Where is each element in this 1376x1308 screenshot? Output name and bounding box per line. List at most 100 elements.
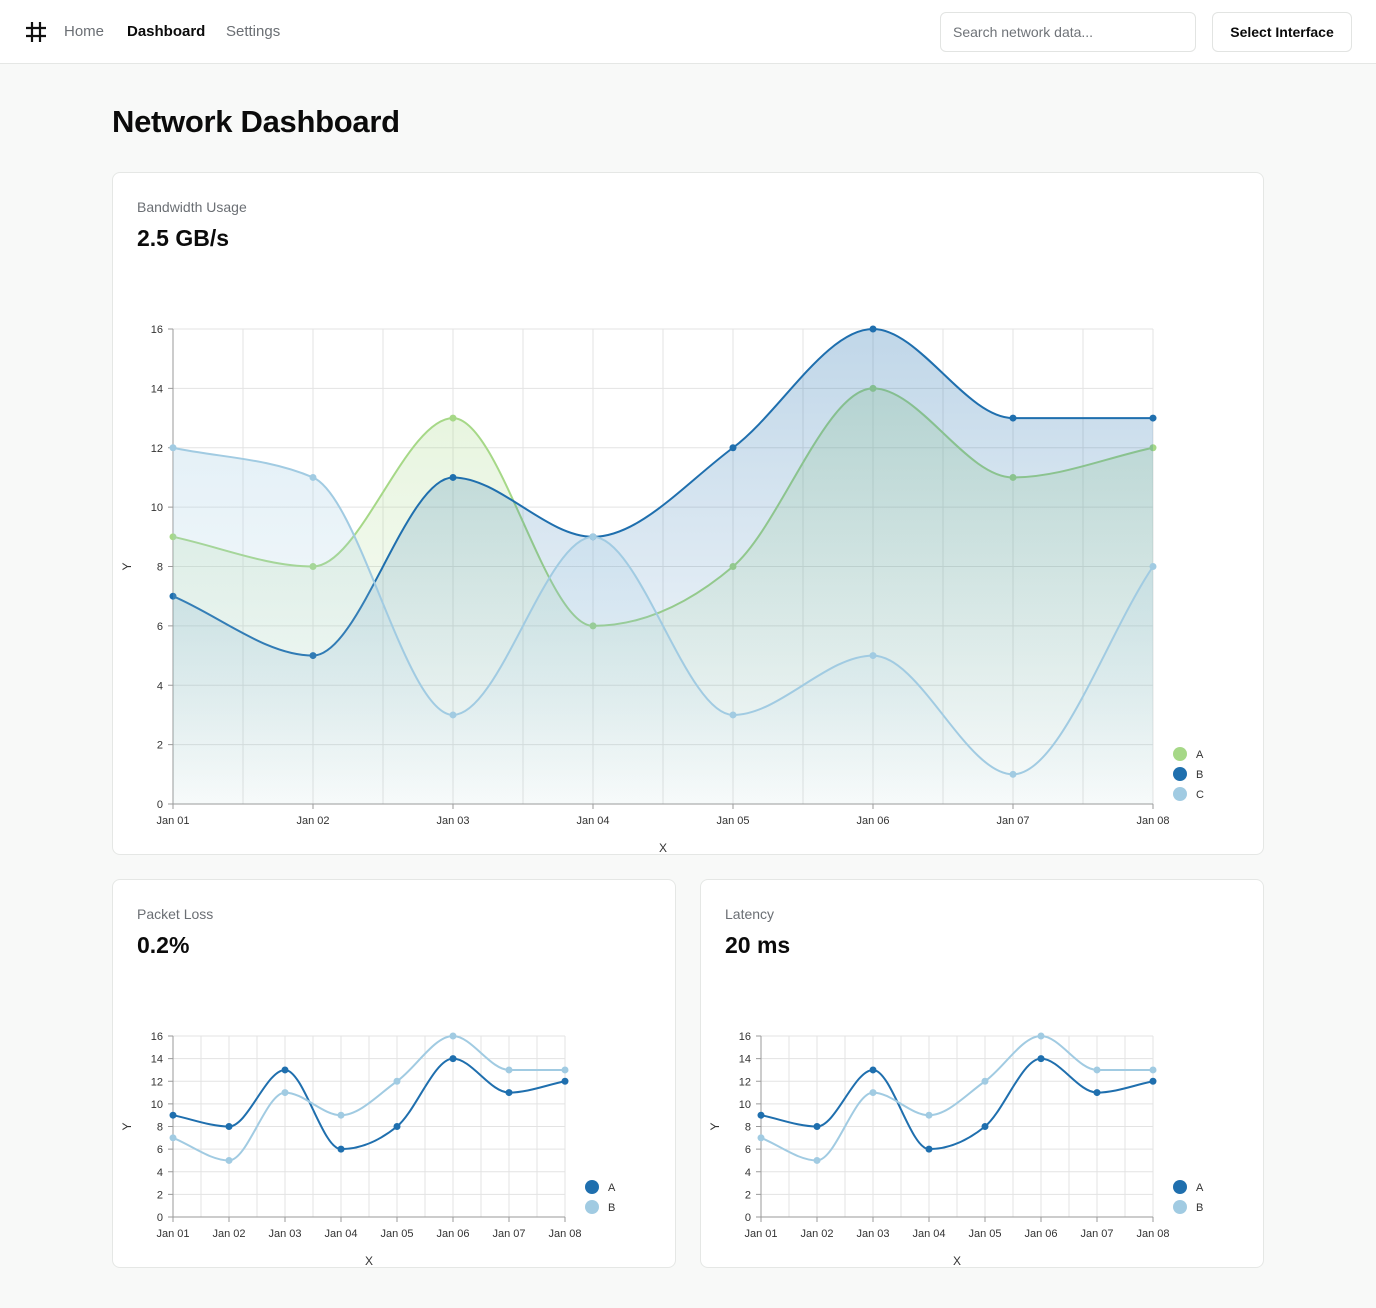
chart0-y-tick-label: 2 (157, 740, 163, 752)
top-navbar: Home Dashboard Settings Select Interface (0, 0, 1376, 64)
chart2-x-tick-label: Jan 07 (1080, 1228, 1113, 1240)
chart2-point-B (1037, 1032, 1045, 1040)
chart0-x-axis-label: X (659, 841, 667, 855)
chart1-legend-label-A: A (608, 1182, 616, 1194)
chart2-legend-marker-A (1173, 1180, 1187, 1194)
packet-loss-title: Packet Loss (137, 906, 214, 922)
chart1-y-tick-label: 14 (151, 1054, 163, 1066)
chart2-x-tick-label: Jan 08 (1136, 1228, 1169, 1240)
chart0-point-C (729, 711, 737, 719)
chart0-y-tick-label: 0 (157, 799, 163, 811)
chart2-point-A (981, 1123, 989, 1130)
chart2-y-tick-label: 2 (745, 1189, 751, 1201)
latency-card: Latency 20 ms 0 2 4 6 8 10 12 14 16 Jan 01 Jan 02 J… (700, 879, 1264, 1268)
chart2-x-tick-label: Jan 06 (1024, 1228, 1057, 1240)
chart2-grid (760, 1035, 1154, 1218)
bandwidth-card: Bandwidth Usage 2.5 GB/s 0 2 4 6 8 10 12 14 16 Ja… (112, 172, 1264, 855)
chart2-y-tick-label: 14 (739, 1054, 751, 1066)
chart1-legend-label-B: B (608, 1202, 615, 1214)
chart0-legend-label-A: A (1196, 749, 1204, 761)
chart1-point-B (337, 1111, 345, 1119)
bandwidth-value: 2.5 GB/s (137, 225, 230, 251)
chart2-point-A (1149, 1077, 1157, 1085)
chart0-x-tick-label: Jan 04 (576, 815, 609, 827)
chart0-x-tick-label: Jan 06 (856, 815, 889, 827)
nav-settings-link[interactable]: Settings (226, 23, 281, 40)
chart2-y-tick-label: 4 (745, 1167, 751, 1179)
chart1-point-A (393, 1123, 401, 1130)
chart2-point-B (813, 1156, 821, 1164)
latency-title: Latency (725, 906, 775, 922)
chart0-point-C (449, 711, 457, 719)
chart2-x-tick-label: Jan 05 (968, 1228, 1001, 1240)
chart2-legend-marker-B (1173, 1200, 1187, 1214)
chart1-point-B (449, 1032, 457, 1040)
latency-chart: 0 2 4 6 8 10 12 14 16 Jan 01 Jan 02 Jan 03 Jan 04 Jan… (708, 1031, 1204, 1268)
chart2-point-B (981, 1077, 989, 1085)
chart2-point-A (869, 1066, 877, 1074)
chart2-x-tick-label: Jan 04 (912, 1228, 945, 1240)
chart0-point-C (869, 652, 877, 660)
chart2-y-tick-label: 8 (745, 1122, 751, 1134)
nav-home-link[interactable]: Home (64, 23, 105, 40)
chart1-point-B (281, 1089, 289, 1097)
chart1-y-tick-label: 6 (157, 1144, 163, 1156)
chart2-y-tick-label: 6 (745, 1144, 751, 1156)
chart1-y-tick-label: 16 (151, 1031, 163, 1043)
chart1-grid (172, 1035, 566, 1218)
chart2-point-B (1093, 1066, 1101, 1074)
chart2-point-A (925, 1145, 933, 1153)
latency-value: 20 ms (725, 932, 791, 958)
chart0-line-C (172, 446, 1154, 776)
chart0-point-A (449, 414, 457, 422)
chart1-point-A (449, 1055, 457, 1063)
chart1-point-A (561, 1077, 569, 1085)
search-input[interactable] (940, 12, 1196, 52)
chart2-x-tick-label: Jan 03 (856, 1228, 889, 1240)
packet-loss-value: 0.2% (137, 932, 190, 958)
chart0-point-B (1009, 414, 1017, 422)
chart0-point-C (1149, 563, 1157, 570)
chart1-y-tick-label: 2 (157, 1189, 163, 1201)
chart1-x-tick-label: Jan 07 (492, 1228, 525, 1240)
chart0-x-tick-label: Jan 05 (716, 815, 749, 827)
chart0-legend-marker-B (1173, 767, 1187, 781)
chart1-y-tick-label: 8 (157, 1122, 163, 1134)
chart1-y-tick-label: 12 (151, 1076, 163, 1088)
chart1-x-tick-label: Jan 01 (156, 1228, 189, 1240)
chart1-line-B (172, 1034, 565, 1162)
chart1-point-B (505, 1066, 513, 1074)
chart0-legend-marker-A (1173, 747, 1187, 761)
chart2-line-B (760, 1034, 1153, 1162)
chart0-x-tick-label: Jan 02 (296, 815, 329, 827)
hash-logo-icon[interactable] (24, 20, 48, 44)
chart1-point-B (169, 1134, 177, 1142)
chart2-y-tick-label: 10 (739, 1099, 751, 1111)
chart1-point-A (281, 1066, 289, 1074)
bandwidth-title: Bandwidth Usage (137, 199, 247, 215)
chart2-x-tick-label: Jan 02 (800, 1228, 833, 1240)
chart1-point-B (225, 1156, 233, 1164)
chart0-y-tick-label: 14 (151, 383, 163, 395)
page-title: Network Dashboard (112, 104, 400, 139)
chart0-point-C (309, 473, 317, 481)
chart0-legend-marker-C (1173, 787, 1187, 801)
chart2-y-tick-label: 12 (739, 1076, 751, 1088)
chart2-point-B (1149, 1066, 1157, 1074)
chart0-legend-label-B: B (1196, 769, 1203, 781)
nav-dashboard-link[interactable]: Dashboard (127, 23, 206, 40)
chart1-legend-marker-A (585, 1180, 599, 1194)
chart0-y-tick-label: 12 (151, 443, 163, 455)
chart1-point-A (225, 1123, 233, 1130)
chart0-y-tick-label: 16 (151, 324, 163, 336)
chart1-y-tick-label: 10 (151, 1099, 163, 1111)
chart0-point-C (1009, 770, 1017, 778)
select-interface-button[interactable]: Select Interface (1212, 12, 1352, 52)
chart0-x-tick-label: Jan 07 (996, 815, 1029, 827)
chart1-y-tick-label: 0 (157, 1212, 163, 1224)
chart0-point-B (729, 444, 737, 452)
chart1-x-axis-label: X (365, 1254, 373, 1268)
chart1-point-B (393, 1077, 401, 1085)
chart2-legend-label-B: B (1196, 1202, 1203, 1214)
chart2-point-A (813, 1123, 821, 1130)
